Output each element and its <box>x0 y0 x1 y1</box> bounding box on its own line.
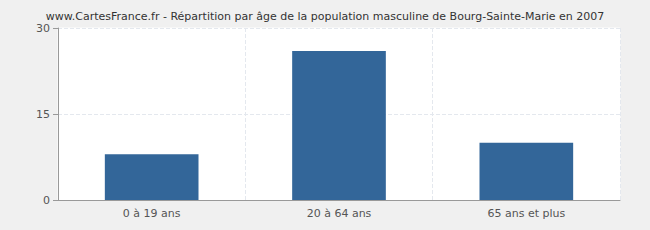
svg-text:30: 30 <box>36 22 50 35</box>
svg-text:15: 15 <box>36 108 50 121</box>
svg-text:20 à 64 ans: 20 à 64 ans <box>307 207 372 220</box>
svg-text:0 à 19 ans: 0 à 19 ans <box>123 207 181 220</box>
svg-text:www.CartesFrance.fr - Répartit: www.CartesFrance.fr - Répartition par âg… <box>46 10 605 23</box>
svg-text:65 ans et plus: 65 ans et plus <box>487 207 565 220</box>
svg-text:0: 0 <box>43 194 50 207</box>
